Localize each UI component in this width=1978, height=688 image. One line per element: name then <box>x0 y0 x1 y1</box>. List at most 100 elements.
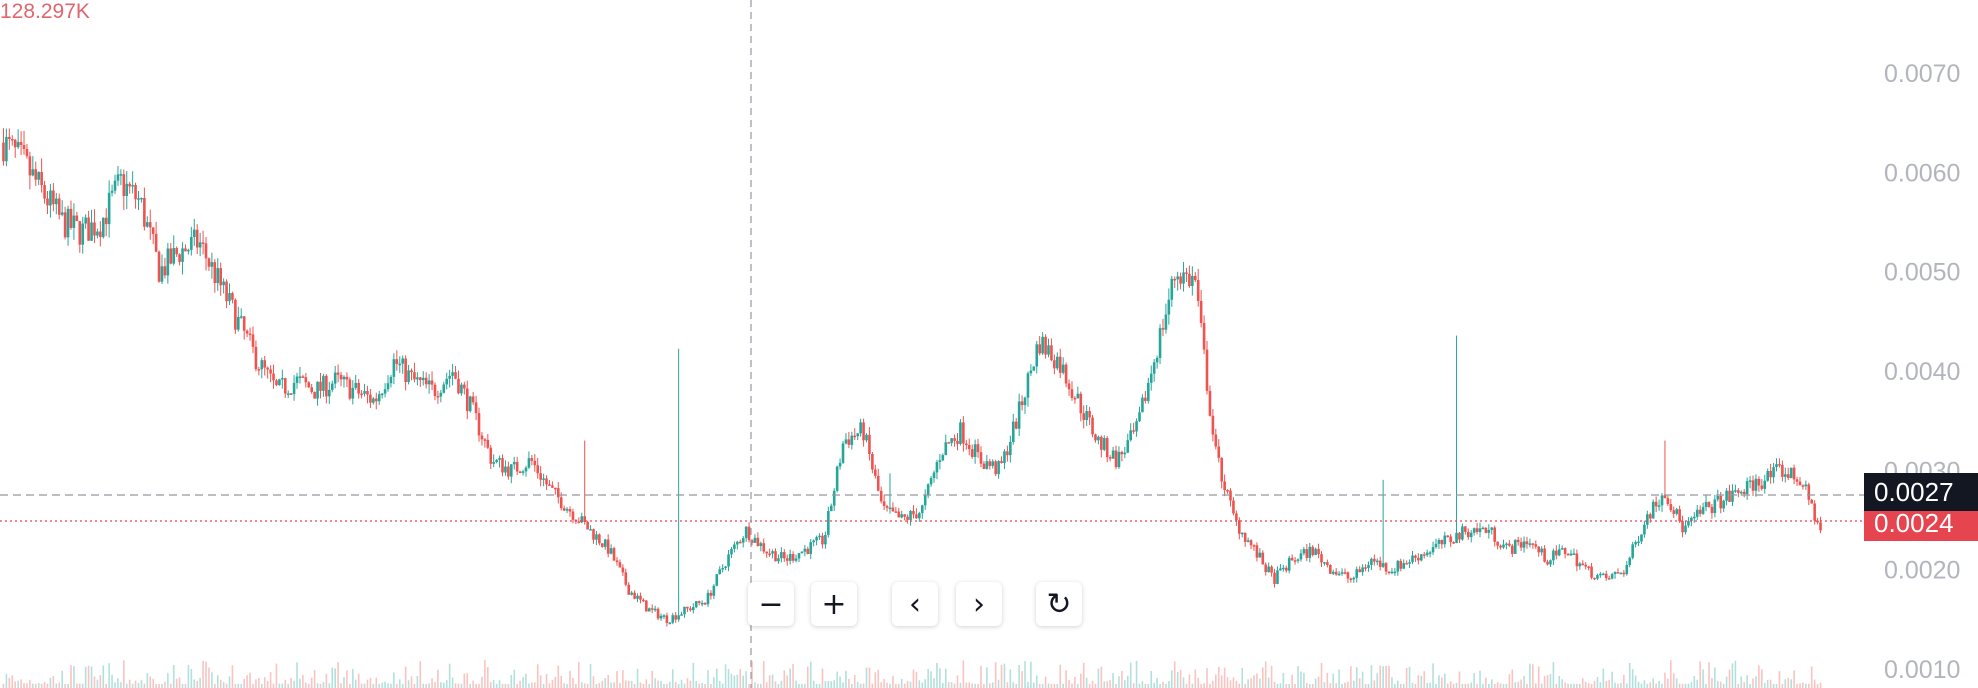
candle-body <box>650 608 654 610</box>
volume-bar <box>578 662 580 688</box>
volume-bar <box>1696 679 1699 688</box>
candle-body <box>181 248 184 262</box>
reset-chart-button[interactable]: ↻ <box>1036 582 1082 626</box>
candle-body <box>1613 572 1617 575</box>
volume-bar <box>1482 683 1484 688</box>
candle-body <box>1643 524 1646 535</box>
volume-bar <box>428 683 430 688</box>
volume-bar <box>1241 667 1244 688</box>
candle-body <box>970 449 974 457</box>
candle-body <box>542 478 545 480</box>
candle-body <box>1804 484 1808 487</box>
candle-body <box>621 567 625 573</box>
candle-body <box>448 375 451 379</box>
candle-body <box>815 537 818 541</box>
candle-body <box>1434 543 1438 548</box>
candle-body <box>1378 560 1382 567</box>
volume-bar <box>1347 681 1349 688</box>
volume-bar <box>798 683 800 688</box>
candle-body <box>1088 411 1091 418</box>
candle-body <box>1458 532 1461 540</box>
volume-bar <box>1350 666 1352 688</box>
candle-body <box>747 526 751 541</box>
volume-bar <box>1250 678 1252 688</box>
volume-bar <box>642 683 645 688</box>
volume-bar <box>1628 663 1631 688</box>
candle-body <box>366 391 369 395</box>
volume-bar <box>1385 665 1387 688</box>
volume-bar <box>624 680 627 688</box>
volume-bar <box>1467 683 1470 688</box>
scroll-right-button[interactable]: › <box>956 582 1002 626</box>
scroll-left-button[interactable]: ‹ <box>892 582 938 626</box>
candle-body <box>263 360 267 368</box>
volume-readout: 128.297K <box>0 0 90 23</box>
candle-body <box>1149 373 1153 383</box>
candle-body <box>692 607 695 611</box>
volume-bar <box>1799 683 1801 688</box>
candle-body <box>84 217 87 224</box>
candle-body <box>1246 540 1250 542</box>
candle-body <box>78 221 82 245</box>
candle-body <box>1778 464 1781 466</box>
volume-bar <box>73 666 75 688</box>
volume-bar <box>1587 683 1590 688</box>
volume-bar <box>143 683 146 688</box>
volume-bar <box>1693 675 1696 688</box>
zoom-in-button[interactable]: + <box>811 582 857 626</box>
volume-bar <box>613 682 615 688</box>
candle-body <box>463 384 466 389</box>
volume-bar <box>360 683 363 688</box>
y-tick-label: 0.0020 <box>1884 557 1960 585</box>
volume-bar <box>1018 665 1020 688</box>
volume-bar <box>918 680 921 688</box>
candle-body <box>72 215 76 228</box>
volume-bar <box>1581 678 1584 688</box>
candle-body <box>119 174 123 176</box>
volume-bar <box>1344 682 1346 688</box>
volume-bar <box>1003 663 1006 688</box>
candle-body <box>533 460 537 466</box>
volume-bar <box>1379 665 1382 688</box>
volume-bar <box>17 680 19 688</box>
candle-body <box>257 369 261 371</box>
volume-bar <box>1021 671 1023 688</box>
volume-bar <box>366 679 369 688</box>
candle-body <box>1754 478 1758 491</box>
candle-body <box>1305 549 1309 558</box>
candle-body <box>868 434 871 454</box>
candle-body <box>348 379 352 399</box>
candle-body <box>137 198 140 200</box>
candle-body <box>195 229 199 248</box>
candle-body <box>515 461 519 472</box>
candle-body <box>1208 390 1212 416</box>
zoom-out-button[interactable]: − <box>748 582 794 626</box>
candle-body <box>1264 564 1268 573</box>
candle-body <box>87 217 90 241</box>
volume-bar <box>956 675 959 688</box>
candles <box>2 128 1822 627</box>
volume-bar <box>437 669 439 688</box>
candle-body <box>724 566 727 569</box>
candle-body <box>328 389 331 397</box>
volume-bar <box>1526 683 1528 688</box>
volume-bar <box>513 669 516 688</box>
candle-body <box>783 552 786 559</box>
candle-body <box>1546 561 1549 565</box>
volume-bar <box>519 680 521 688</box>
candle-body <box>1270 566 1273 573</box>
volume-bar <box>1781 683 1784 688</box>
candle-body <box>104 217 108 225</box>
candle-body <box>1217 446 1221 458</box>
volume-bar <box>216 675 219 688</box>
candle-body <box>1352 577 1356 580</box>
volume-bar <box>258 678 260 688</box>
candle-body <box>1188 273 1191 287</box>
volume-bar <box>222 682 225 688</box>
volume-bar <box>1209 683 1211 688</box>
volume-bar <box>381 682 383 688</box>
volume-bar <box>231 665 234 688</box>
volume-bar <box>410 676 413 688</box>
candle-body <box>1164 314 1168 330</box>
